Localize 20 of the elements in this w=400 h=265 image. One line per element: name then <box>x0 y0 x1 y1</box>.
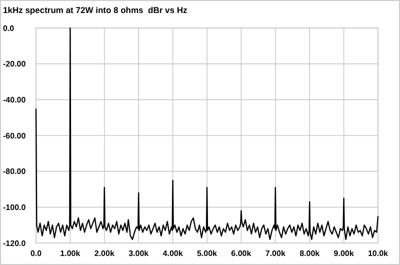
y-tick-label: -80.00 <box>3 167 26 176</box>
x-tick-label: 8.00k <box>300 249 320 258</box>
x-tick-label: 10.0k <box>368 249 389 258</box>
x-tick-label: 1.00k <box>60 249 81 258</box>
y-tick-label: 0.0 <box>3 24 15 33</box>
y-tick-label: -60.00 <box>3 131 26 140</box>
x-tick-label: 2.00k <box>94 249 115 258</box>
y-tick-label: -40.00 <box>3 95 26 104</box>
chart-title: 1kHz spectrum at 72W into 8 ohms dBr vs Hz <box>3 5 188 15</box>
y-tick-label: -20.00 <box>3 60 26 69</box>
x-tick-label: 9.00k <box>334 249 354 258</box>
x-tick-label: 3.00k <box>128 249 150 258</box>
line-series <box>35 27 379 240</box>
y-tick-label: -120.0 <box>3 238 26 248</box>
x-tick-label: 5.00k <box>196 249 218 258</box>
x-tick-label: 6.00k <box>231 249 252 258</box>
x-tick-label: 7.00k <box>265 249 286 258</box>
x-tick-label: 4.00k <box>162 249 184 258</box>
y-tick-label: -100.0 <box>3 202 26 212</box>
x-tick-label: 0.0 <box>30 249 42 258</box>
